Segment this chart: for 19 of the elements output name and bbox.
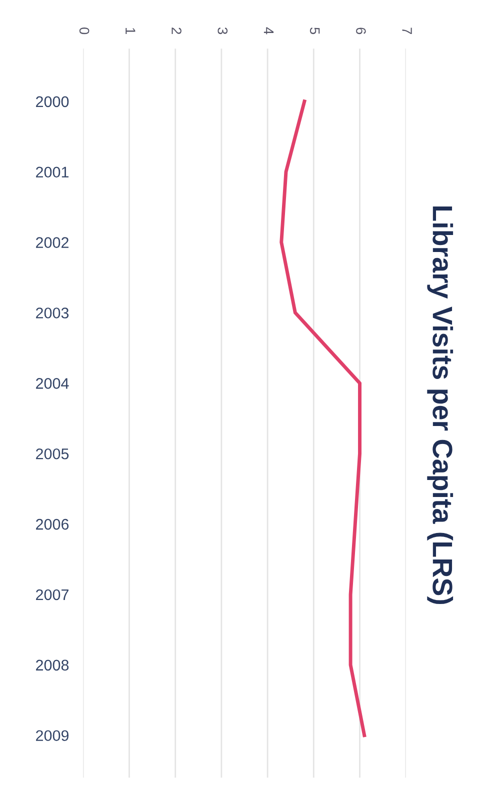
y-tick-label: 2005 xyxy=(36,448,69,460)
y-tick-label: 2008 xyxy=(36,660,69,671)
y-tick-label: 2004 xyxy=(36,378,69,389)
y-tick-label: 2000 xyxy=(36,96,69,108)
y-tick-label: 2002 xyxy=(36,237,68,248)
x-tick-label: 6 xyxy=(356,28,366,34)
y-tick-label: 2006 xyxy=(36,518,69,530)
x-tick-label: 5 xyxy=(310,28,320,34)
x-tick-label: 1 xyxy=(126,28,136,34)
text: Library Visits per Capita (LRS) xyxy=(427,206,454,604)
x-tick-label: 3 xyxy=(218,28,228,34)
y-tick-label: 2009 xyxy=(36,730,69,742)
x-tick-label: 7 xyxy=(402,28,412,34)
x-tick-label: 4 xyxy=(264,27,274,34)
x-tick-label: 0 xyxy=(79,28,90,34)
y-tick-label: 2001 xyxy=(36,166,68,178)
y-tick-label: 2007 xyxy=(36,589,68,600)
y-tick-label: 2003 xyxy=(36,308,69,318)
x-tick-label: 2 xyxy=(172,28,182,34)
